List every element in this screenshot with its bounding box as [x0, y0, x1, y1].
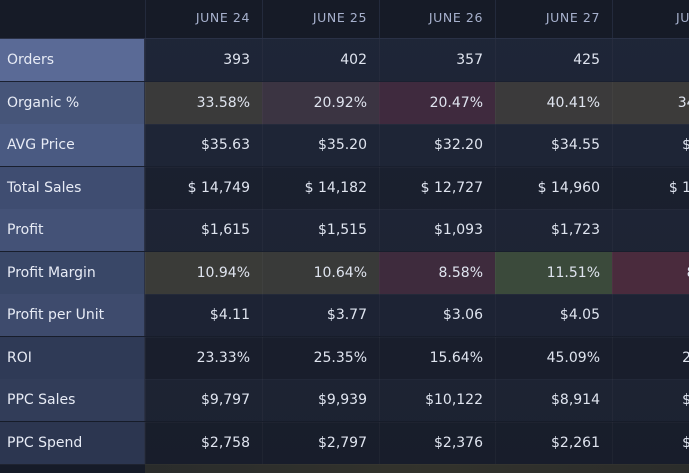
table-cell: 425: [495, 39, 612, 81]
table-cell: [612, 209, 689, 251]
row-separator: [0, 209, 689, 210]
table-cell: 8.58%: [379, 251, 495, 294]
table-cell: 357: [379, 39, 495, 81]
row-separator: [0, 421, 689, 423]
table-cell: $ 12: [612, 167, 689, 209]
table-cell: 402: [262, 39, 379, 81]
table-cell: $ 14,749: [145, 167, 262, 209]
table-cell: $3: [612, 124, 689, 166]
row-label: PPC Spend: [0, 421, 145, 464]
table-cell: 10.64%: [262, 251, 379, 294]
table-cell: $32.20: [379, 124, 495, 166]
table-row: Orders 393 402 357 425: [0, 39, 689, 81]
table-cell: $3.77: [262, 294, 379, 336]
table-row: Total Sales $ 14,749 $ 14,182 $ 12,727 $ 14,…: [0, 166, 689, 209]
table-row: PPC Sales$9,797$9,939$10,122$8,914$8: [0, 379, 689, 421]
table-row: AVG Price$35.63$35.20$32.20$34.55$3: [0, 124, 689, 166]
table-cell: $2,261: [495, 422, 612, 464]
table-row: Profit per Unit$4.11$3.77$3.06$4.05$: [0, 294, 689, 336]
row-label: Profit per Unit: [0, 294, 145, 336]
table-cell: 23.33%: [145, 337, 262, 379]
row-label: PPC Sales: [0, 379, 145, 421]
table-cell: 20.47%: [379, 81, 495, 124]
row-label: Orders: [0, 39, 145, 81]
header-date-1: JUNE 24: [145, 0, 262, 38]
table-cell: [612, 39, 689, 81]
table-cell: 33.58%: [145, 81, 262, 124]
table-cell: $: [612, 294, 689, 336]
table-cell: $1,093: [379, 209, 495, 251]
row-label: Organic %: [0, 81, 145, 124]
header-date-4: JUNE 27: [495, 0, 612, 38]
table-cell: $10,122: [379, 379, 495, 421]
table-cell: 40.41%: [495, 81, 612, 124]
heat-strip: [145, 464, 689, 473]
row-label: AVG Price: [0, 124, 145, 166]
table-cell: $35.20: [262, 124, 379, 166]
table-cell: 45.09%: [495, 337, 612, 379]
table-cell: 22: [612, 337, 689, 379]
row-separator: [0, 336, 689, 338]
table-row: Organic %33.58%20.92%20.47%40.41%34.: [0, 81, 689, 124]
table-cell: $35.63: [145, 124, 262, 166]
table-cell: $34.55: [495, 124, 612, 166]
table-cell: 20.92%: [262, 81, 379, 124]
table-cell: $2,376: [379, 422, 495, 464]
header-date-5: JUN: [612, 0, 689, 38]
table-row: PPC Spend$2,758$2,797$2,376$2,261$2: [0, 421, 689, 464]
table-header: JUNE 24 JUNE 25 JUNE 26 JUNE 27 JUN: [0, 0, 689, 39]
table-cell: $2: [612, 422, 689, 464]
row-label: Total Sales: [0, 166, 145, 209]
row-label: Profit: [0, 209, 145, 251]
table-cell: 8.: [612, 251, 689, 294]
table-cell: $2,758: [145, 422, 262, 464]
table-cell: $9,939: [262, 379, 379, 421]
table-cell: 10.94%: [145, 251, 262, 294]
table-cell: $ 14,960: [495, 167, 612, 209]
table-cell: 15.64%: [379, 337, 495, 379]
table-cell: $ 14,182: [262, 167, 379, 209]
table-cell: $1,615: [145, 209, 262, 251]
table-cell: $4.11: [145, 294, 262, 336]
header-date-2: JUNE 25: [262, 0, 379, 38]
table-cell: $4.05: [495, 294, 612, 336]
table-cell: 34.: [612, 81, 689, 124]
row-separator: [0, 124, 689, 125]
table-cell: 25.35%: [262, 337, 379, 379]
table-cell: $9,797: [145, 379, 262, 421]
row-separator: [0, 294, 689, 295]
table-cell: 393: [145, 39, 262, 81]
table-cell: $8: [612, 379, 689, 421]
header-date-3: JUNE 26: [379, 0, 495, 38]
table-row: Profit $1,615 $1,515 $1,093 $1,723: [0, 209, 689, 251]
row-separator: [0, 379, 689, 380]
table-cell: $8,914: [495, 379, 612, 421]
table-cell: $1,515: [262, 209, 379, 251]
row-separator: [0, 166, 689, 168]
table-cell: $1,723: [495, 209, 612, 251]
table-cell: 11.51%: [495, 251, 612, 294]
table-cell: $2,797: [262, 422, 379, 464]
row-label: ROI: [0, 336, 145, 379]
table-cell: $ 12,727: [379, 167, 495, 209]
table-cell: $3.06: [379, 294, 495, 336]
row-label: Profit Margin: [0, 251, 145, 294]
